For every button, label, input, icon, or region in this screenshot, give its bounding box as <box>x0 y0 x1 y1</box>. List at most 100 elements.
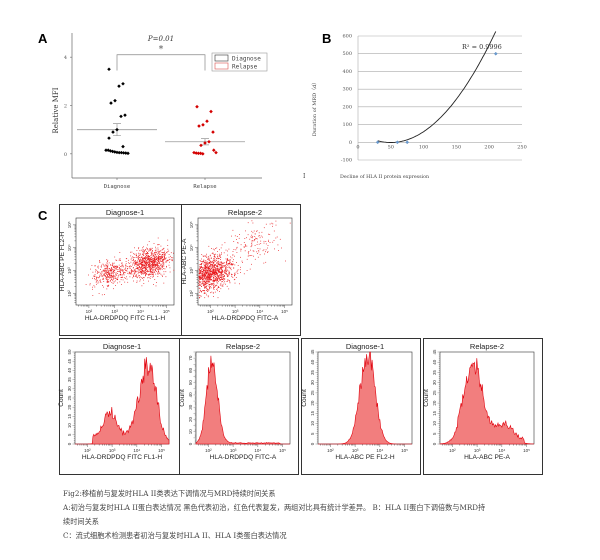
event-dot <box>130 261 132 263</box>
event-dot <box>217 251 218 252</box>
event-dot <box>171 260 173 262</box>
event-dot <box>206 253 207 255</box>
y-tick-label: 30 <box>432 380 437 386</box>
event-dot <box>115 274 117 275</box>
event-dot <box>217 275 219 277</box>
event-dot <box>216 272 217 273</box>
event-dot <box>95 271 96 273</box>
event-dot <box>148 265 150 267</box>
event-dot <box>214 285 216 286</box>
event-dot <box>257 256 259 258</box>
event-dot <box>162 258 164 260</box>
event-dot <box>218 258 220 259</box>
event-dot <box>114 280 116 282</box>
y-tick-label: 30 <box>310 380 315 386</box>
event-dot <box>120 260 121 261</box>
event-dot <box>273 230 275 232</box>
event-dot <box>143 266 145 268</box>
event-dot <box>142 259 144 261</box>
event-dot <box>169 261 170 263</box>
event-dot <box>198 283 200 284</box>
event-dot <box>142 278 143 279</box>
event-dot <box>225 267 227 269</box>
event-dot <box>210 264 211 266</box>
event-dot <box>209 276 211 278</box>
event-dot <box>217 279 218 281</box>
y-tick-label: 30 <box>188 404 193 410</box>
event-dot <box>148 280 149 282</box>
side-mark: I <box>303 173 306 180</box>
event-dot <box>120 274 122 276</box>
event-dot <box>145 271 147 272</box>
event-dot <box>124 281 126 283</box>
event-dot <box>226 259 228 260</box>
event-dot <box>165 271 167 273</box>
event-dot <box>103 264 105 266</box>
event-dot <box>141 255 143 257</box>
event-dot <box>107 277 109 278</box>
y-axis-label: Relative MFI <box>52 87 60 133</box>
event-dot <box>205 281 207 283</box>
event-dot <box>156 271 157 272</box>
event-dot <box>156 252 158 254</box>
data-point-relapse <box>207 139 211 144</box>
event-dot <box>135 268 137 269</box>
event-dot <box>198 278 200 279</box>
event-dot <box>165 276 167 278</box>
event-dot <box>141 256 143 258</box>
event-dot <box>207 296 209 298</box>
x-tick-label: 10³ <box>230 448 237 453</box>
event-dot <box>220 267 221 269</box>
event-dot <box>155 268 156 270</box>
event-dot <box>205 274 206 276</box>
event-dot <box>243 242 245 243</box>
x-tick-label: 10² <box>84 448 91 453</box>
event-dot <box>161 256 163 258</box>
event-dot <box>156 258 157 259</box>
event-dot <box>216 268 218 269</box>
event-dot <box>142 258 144 260</box>
event-dot <box>221 281 223 283</box>
event-dot <box>147 244 148 246</box>
event-dot <box>215 253 216 255</box>
x-tick-label: 10⁵ <box>163 309 170 314</box>
event-dot <box>143 253 145 254</box>
y-tick-label: 10⁴ <box>189 244 194 251</box>
event-dot <box>133 276 135 277</box>
event-dot <box>131 260 133 261</box>
event-dot <box>203 275 205 276</box>
event-dot <box>207 276 208 278</box>
event-dot <box>96 273 98 274</box>
event-dot <box>148 271 150 273</box>
event-dot <box>218 263 219 264</box>
event-dot <box>151 261 152 263</box>
event-dot <box>130 270 132 272</box>
event-dot <box>101 264 102 266</box>
event-dot <box>281 247 282 249</box>
event-dot <box>236 270 238 272</box>
event-dot <box>140 263 142 264</box>
event-dot <box>96 277 97 279</box>
event-dot <box>229 262 231 263</box>
event-dot <box>221 271 223 273</box>
event-dot <box>231 263 232 264</box>
y-tick-label: 40 <box>67 367 72 373</box>
event-dot <box>135 275 137 277</box>
event-dot <box>218 272 220 274</box>
event-dot <box>97 265 99 267</box>
event-dot <box>218 276 220 278</box>
legend-label: Diagnose <box>232 56 261 63</box>
event-dot <box>126 266 128 267</box>
event-dot <box>148 256 150 258</box>
event-dot <box>209 269 211 271</box>
event-dot <box>121 276 123 278</box>
event-dot <box>214 271 216 273</box>
y-tick-label: 0 <box>349 140 352 146</box>
event-dot <box>216 265 217 267</box>
event-dot <box>209 268 211 270</box>
event-dot <box>111 270 113 272</box>
event-dot <box>212 278 214 280</box>
event-dot <box>262 236 263 238</box>
event-dot <box>213 285 215 287</box>
event-dot <box>158 263 160 265</box>
